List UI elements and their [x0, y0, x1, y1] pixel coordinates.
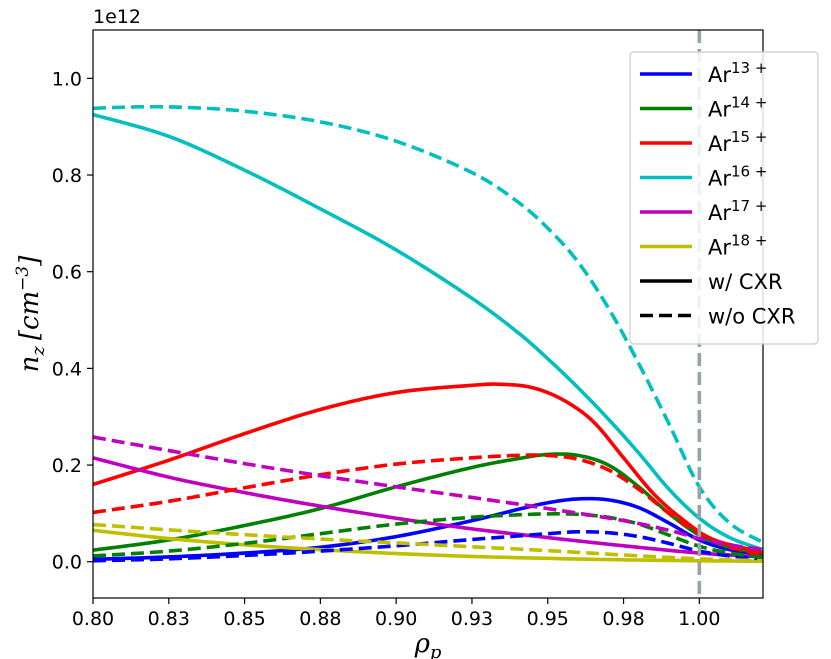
x-tick-label: 0.88	[299, 608, 341, 630]
series-line-ar17plus-without-cxr	[93, 435, 763, 552]
x-tick-label: 0.80	[72, 608, 114, 630]
y-tick-label: 0.2	[52, 455, 82, 477]
series-line-ar13plus-without-cxr	[93, 529, 763, 563]
y-axis-label-unit: [cm	[15, 291, 45, 340]
legend-box	[629, 51, 819, 345]
series-layer	[93, 104, 763, 564]
y-axis-label-exp: −3	[13, 266, 33, 291]
y-tick-label: 1.0	[52, 68, 82, 90]
y-tick-label: 0.6	[52, 262, 82, 284]
x-tick-label: 1.00	[678, 608, 720, 630]
series-line-ar13plus-with-cxr	[93, 496, 763, 562]
y-axis-label-close: ]	[15, 255, 45, 267]
series-line-ar18plus-with-cxr	[93, 528, 763, 564]
y-tick-label: 0.0	[52, 552, 82, 574]
y-axis-label-main: n	[15, 356, 45, 373]
offset-text: 1e12	[93, 6, 141, 28]
y-tick-label: 0.8	[52, 165, 82, 187]
legend: Ar13 + Ar14 + Ar15 + Ar16 + Ar17 + Ar18 + w/ C…	[629, 51, 819, 345]
x-axis-label-sub: p	[430, 642, 442, 659]
legend-entry: Ar14 +	[708, 94, 767, 122]
tick-layer: 0.80 0.83 0.85 0.88 0.90 0.93 0.95 0.98 1.00 0.0 0…	[52, 68, 721, 630]
legend-entry: w/o CXR	[708, 305, 795, 329]
legend-entry: Ar13 +	[708, 59, 767, 87]
x-tick-label: 0.85	[223, 608, 265, 630]
x-tick-label: 0.93	[451, 608, 493, 630]
x-axis-label: ρp	[414, 629, 442, 659]
series-line-ar18plus-without-cxr	[93, 522, 763, 563]
series-line-ar16plus-with-cxr	[93, 112, 763, 552]
legend-entry: Ar17 +	[708, 197, 767, 225]
y-tick-label: 0.4	[52, 358, 82, 380]
legend-entry: Ar18 +	[708, 232, 767, 260]
series-line-ar15plus-without-cxr	[93, 453, 763, 557]
x-tick-label: 0.83	[148, 608, 190, 630]
series-line-ar14plus-without-cxr	[93, 512, 763, 560]
legend-entry: Ar15 +	[708, 128, 767, 156]
series-line-ar16plus-without-cxr	[93, 104, 763, 544]
y-axis-label: nz [cm−3]	[13, 255, 49, 373]
series-line-ar17plus-with-cxr	[93, 456, 763, 559]
legend-entry: Ar16 +	[708, 163, 767, 191]
legend-entry: w/ CXR	[708, 270, 783, 294]
x-tick-label: 0.95	[527, 608, 569, 630]
series-line-ar15plus-with-cxr	[93, 382, 763, 554]
x-axis-label-main: ρ	[414, 629, 431, 659]
x-tick-label: 0.98	[602, 608, 644, 630]
x-tick-label: 0.90	[375, 608, 417, 630]
y-axis-label-sub: z	[28, 346, 49, 357]
